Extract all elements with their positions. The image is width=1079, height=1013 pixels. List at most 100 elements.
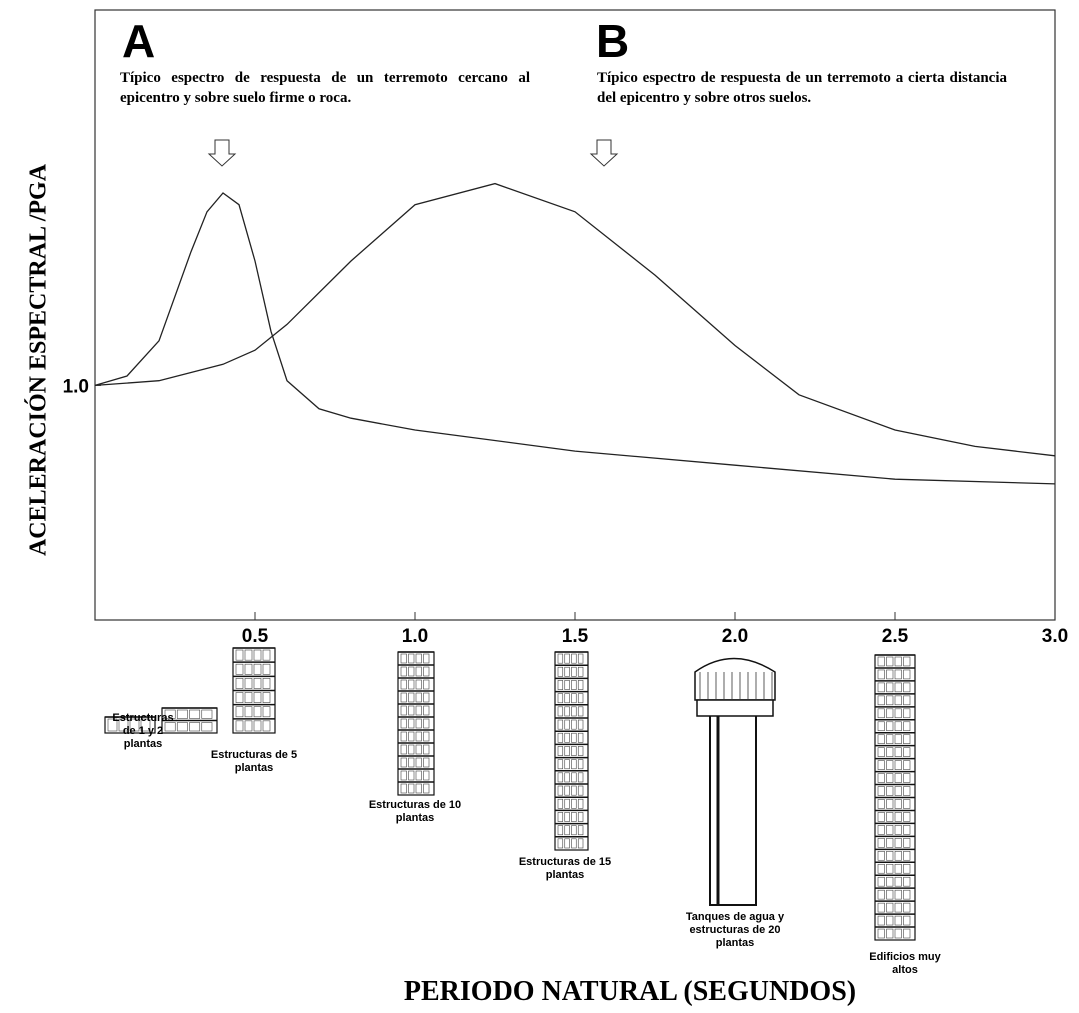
building-window <box>415 653 422 664</box>
building-window <box>577 719 584 730</box>
building-window <box>877 721 885 732</box>
building-window <box>564 759 570 770</box>
building-window <box>877 928 885 939</box>
building-window <box>571 759 577 770</box>
building-window <box>903 656 911 667</box>
x-tick-label: 3.0 <box>1042 626 1068 647</box>
building-window <box>408 783 415 794</box>
building-window <box>253 649 262 661</box>
x-tick-label: 1.5 <box>562 626 589 647</box>
building-window <box>423 692 430 703</box>
building-window <box>886 838 894 848</box>
building-window <box>903 695 911 706</box>
building-window <box>408 718 415 729</box>
building-window <box>577 706 584 717</box>
building-window <box>877 825 885 835</box>
building-window <box>877 876 885 887</box>
building-window <box>894 863 902 874</box>
building-window <box>571 719 577 730</box>
building-window <box>564 666 570 677</box>
building-window <box>877 682 885 693</box>
building-window <box>877 812 885 822</box>
y-axis-label: ACELERACIÓN ESPECTRAL /PGA <box>25 163 52 556</box>
building-window <box>886 773 894 783</box>
building-window <box>244 649 253 661</box>
building-window <box>253 720 262 732</box>
building-window <box>886 721 894 732</box>
building-window <box>571 666 577 677</box>
building-window <box>129 718 140 732</box>
building-window <box>571 706 577 717</box>
building-window <box>400 718 407 729</box>
building-window <box>262 678 271 689</box>
building-window <box>894 721 902 732</box>
building-window <box>877 695 885 706</box>
building-window <box>886 682 894 693</box>
building-window <box>408 757 415 768</box>
building-window <box>903 851 911 861</box>
building-window <box>903 799 911 809</box>
building-window <box>877 863 885 874</box>
building-window <box>877 760 885 770</box>
building-window <box>894 773 902 783</box>
building-window <box>903 915 911 926</box>
building-window <box>894 695 902 706</box>
building-window <box>564 798 570 809</box>
building-window <box>877 786 885 796</box>
building-window <box>577 732 584 743</box>
building-window <box>577 653 584 664</box>
building-window <box>164 709 176 719</box>
building-window <box>176 722 188 732</box>
building-window <box>400 783 407 794</box>
building-window <box>903 825 911 835</box>
building-window <box>577 666 584 677</box>
building-window <box>235 649 244 661</box>
structure-caption: Estructuras de 10 plantas <box>368 799 462 824</box>
building-window <box>571 812 577 822</box>
building-window <box>877 747 885 757</box>
structure-caption: Estructuras de 15 plantas <box>518 856 612 881</box>
building-window <box>577 772 584 783</box>
building-window <box>262 663 271 675</box>
building-window <box>903 786 911 796</box>
building-window <box>886 760 894 770</box>
building-window <box>400 692 407 703</box>
building-window <box>262 649 271 661</box>
building-window <box>423 770 430 781</box>
building-window <box>577 838 584 849</box>
building-window <box>423 757 430 768</box>
curve <box>94 192 1056 485</box>
building-window <box>400 731 407 742</box>
building-window <box>415 744 422 755</box>
building-window <box>886 747 894 757</box>
building-window <box>886 902 894 913</box>
building-window <box>400 770 407 781</box>
building-window <box>201 722 213 732</box>
building-window <box>415 705 422 716</box>
building-window <box>557 706 564 717</box>
building-window <box>244 663 253 675</box>
building-window <box>557 759 564 770</box>
building-window <box>894 734 902 744</box>
building-window <box>894 825 902 835</box>
building-window <box>189 722 201 732</box>
building-window <box>886 786 894 796</box>
building-window <box>244 692 253 703</box>
building-window <box>423 718 430 729</box>
building-window <box>423 666 430 677</box>
building-window <box>415 770 422 781</box>
building-window <box>415 692 422 703</box>
x-tick-label: 2.0 <box>722 626 748 647</box>
building-window <box>877 838 885 848</box>
arrow-b <box>589 139 619 167</box>
building-window <box>894 902 902 913</box>
building-window <box>877 734 885 744</box>
building-window <box>903 876 911 887</box>
building-window <box>423 731 430 742</box>
building-window <box>189 709 201 719</box>
building-window <box>877 773 885 783</box>
building-window <box>577 759 584 770</box>
building-window <box>577 693 584 704</box>
structure-caption: Estructuras de 5 plantas <box>210 749 298 774</box>
building-window <box>903 708 911 719</box>
